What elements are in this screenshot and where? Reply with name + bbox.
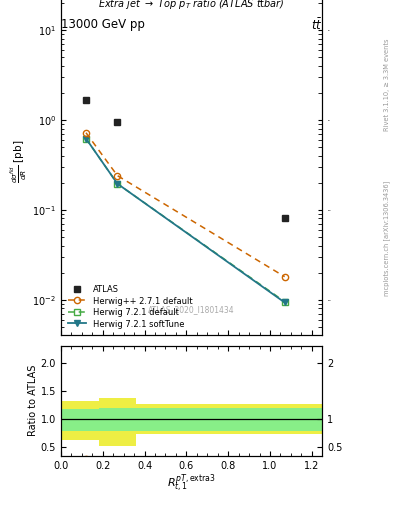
- Y-axis label: $\frac{d\sigma^{fid}}{dR}$ [pb]: $\frac{d\sigma^{fid}}{dR}$ [pb]: [9, 140, 29, 183]
- Text: 13000 GeV pp: 13000 GeV pp: [61, 18, 145, 31]
- Text: mcplots.cern.ch [arXiv:1306.3436]: mcplots.cern.ch [arXiv:1306.3436]: [384, 180, 391, 295]
- X-axis label: $R_{t,1}^{pT,\mathrm{extra3}}$: $R_{t,1}^{pT,\mathrm{extra3}}$: [167, 473, 216, 496]
- Y-axis label: Ratio to ATLAS: Ratio to ATLAS: [28, 365, 38, 436]
- Text: Rivet 3.1.10, ≥ 3.3M events: Rivet 3.1.10, ≥ 3.3M events: [384, 38, 390, 131]
- Text: $t\bar{t}$: $t\bar{t}$: [311, 18, 322, 33]
- Text: Extra jet $\rightarrow$ Top p$_\mathregular{T}$ ratio (ATLAS t$\bar{\mathrm{t}}$: Extra jet $\rightarrow$ Top p$_\mathregu…: [98, 0, 285, 12]
- Text: ATLAS_2020_I1801434: ATLAS_2020_I1801434: [148, 306, 235, 314]
- Legend: ATLAS, Herwig++ 2.7.1 default, Herwig 7.2.1 default, Herwig 7.2.1 softTune: ATLAS, Herwig++ 2.7.1 default, Herwig 7.…: [65, 283, 195, 331]
